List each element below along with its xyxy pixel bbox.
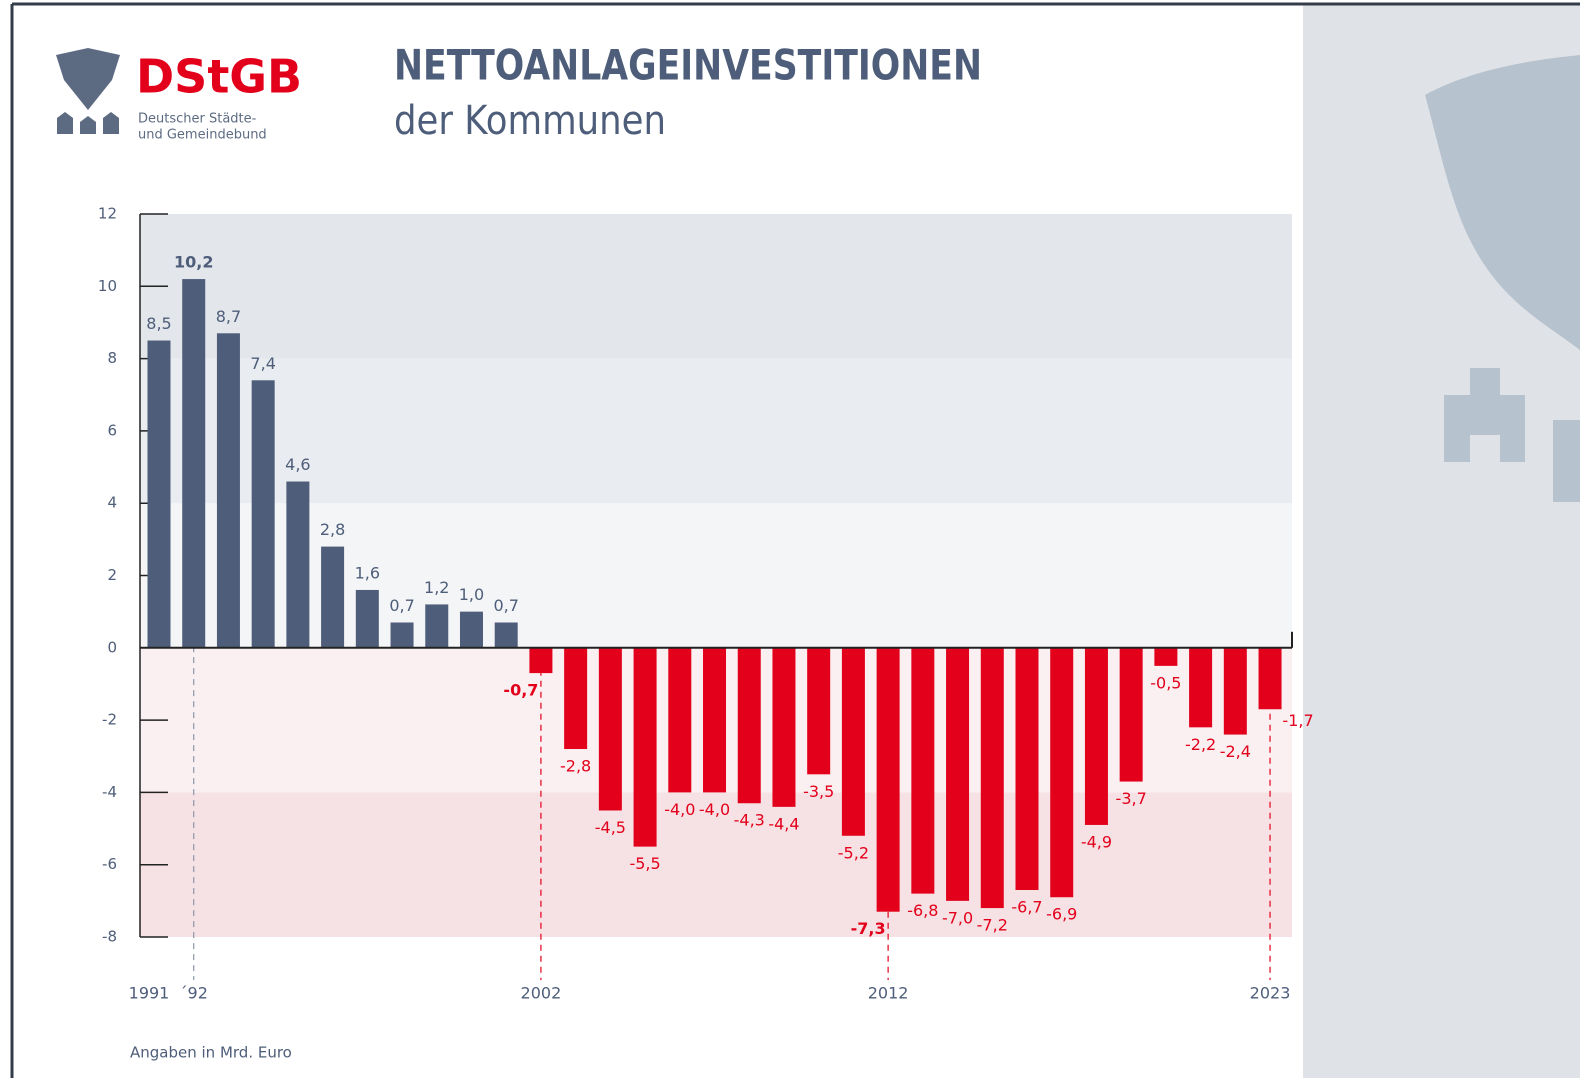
bar [321, 546, 345, 648]
bar [286, 481, 310, 648]
bar [633, 647, 657, 847]
bar [807, 647, 831, 775]
bar [529, 647, 553, 674]
bar [182, 279, 206, 648]
x-tick-label: 1991 [129, 984, 170, 1003]
value-label: -2,2 [1185, 735, 1216, 754]
value-label: -2,8 [560, 757, 591, 776]
value-label: 0,7 [493, 596, 518, 615]
bar [1223, 647, 1247, 735]
y-tick-label: -8 [102, 928, 117, 946]
value-label: 2,8 [320, 520, 345, 539]
background-band [140, 358, 1292, 504]
value-label: -3,5 [803, 782, 834, 801]
value-label: -6,7 [1011, 898, 1042, 917]
bar [147, 340, 171, 648]
y-tick-label: 12 [98, 205, 117, 223]
bar [1258, 647, 1282, 710]
value-label: 4,6 [285, 455, 310, 474]
y-tick-label: 2 [107, 566, 117, 584]
background-band [140, 214, 1292, 359]
value-label: 1,2 [424, 578, 449, 597]
value-label: 8,5 [146, 314, 171, 333]
value-label: -6,8 [907, 901, 938, 920]
value-label: 10,2 [174, 253, 213, 272]
bar [841, 647, 865, 836]
y-tick-label: 4 [107, 494, 117, 512]
bar [494, 622, 518, 648]
bar [668, 647, 692, 793]
y-tick-label: 0 [107, 638, 117, 656]
y-tick-label: -6 [102, 855, 117, 873]
background-band [140, 503, 1292, 648]
chart-title: NETTOANLAGEINVESTITIONEN [394, 41, 982, 90]
value-label: 0,7 [389, 596, 414, 615]
bar [425, 604, 449, 648]
value-label: -0,5 [1150, 673, 1181, 692]
bar [1050, 647, 1074, 898]
x-tick-label: 2002 [521, 984, 562, 1003]
logo-line: und Gemeindebund [138, 128, 267, 143]
bar [737, 647, 761, 804]
value-label: 1,0 [459, 585, 484, 604]
y-tick-label: 10 [98, 277, 117, 295]
x-tick-label: ´92 [180, 984, 208, 1003]
note: Angaben in Mrd. Euro [130, 1044, 292, 1062]
bar [1189, 647, 1213, 728]
y-tick-label: 8 [107, 349, 117, 367]
x-tick-label: 2012 [868, 984, 909, 1003]
value-label: -6,9 [1046, 905, 1077, 924]
bar [703, 647, 727, 793]
x-tick-label: 2023 [1250, 984, 1291, 1003]
value-label: -5,5 [629, 854, 660, 873]
bar [772, 647, 796, 807]
logo-name: DStGB [136, 50, 302, 104]
bar [1154, 647, 1178, 666]
bar [355, 589, 379, 648]
y-tick-label: -2 [102, 711, 117, 729]
bar [1015, 647, 1039, 891]
value-label: 1,6 [355, 563, 380, 582]
value-label: -1,7 [1282, 711, 1313, 730]
value-label: -0,7 [503, 681, 538, 700]
bar [390, 622, 414, 648]
value-label: -7,3 [851, 919, 886, 938]
bar [216, 333, 240, 648]
value-label: -4,5 [595, 818, 626, 837]
y-tick-label: -4 [102, 783, 117, 801]
value-label: -4,0 [699, 800, 730, 819]
value-label: -7,0 [942, 908, 973, 927]
value-label: 8,7 [216, 307, 241, 326]
value-label: -4,0 [664, 800, 695, 819]
value-label: -4,3 [734, 811, 765, 830]
value-label: -3,7 [1116, 789, 1147, 808]
value-label: -7,2 [977, 916, 1008, 935]
bar [1119, 647, 1143, 782]
bar [564, 647, 588, 750]
value-label: 7,4 [250, 354, 275, 373]
value-label: -5,2 [838, 843, 869, 862]
value-label: -2,4 [1220, 742, 1251, 761]
y-tick-label: 6 [107, 421, 117, 439]
value-label: -4,9 [1081, 832, 1112, 851]
bar [1084, 647, 1108, 825]
bar [876, 647, 900, 912]
bar [598, 647, 622, 811]
bar [459, 611, 483, 648]
logo-eagle [56, 48, 120, 134]
bar [946, 647, 970, 901]
chart-subtitle: der Kommunen [394, 98, 666, 144]
logo-line: Deutscher Städte- [138, 112, 257, 127]
plot: -8 -6 -4 -2 0 2 4 6 8 10 12 8,5 1991 10,2 ´92 8,7 7,4 4,6… [98, 205, 1314, 1003]
value-label: -4,4 [768, 814, 799, 833]
bar [251, 380, 275, 648]
bar [980, 647, 1004, 909]
watermark [1425, 55, 1580, 502]
bar [911, 647, 935, 894]
